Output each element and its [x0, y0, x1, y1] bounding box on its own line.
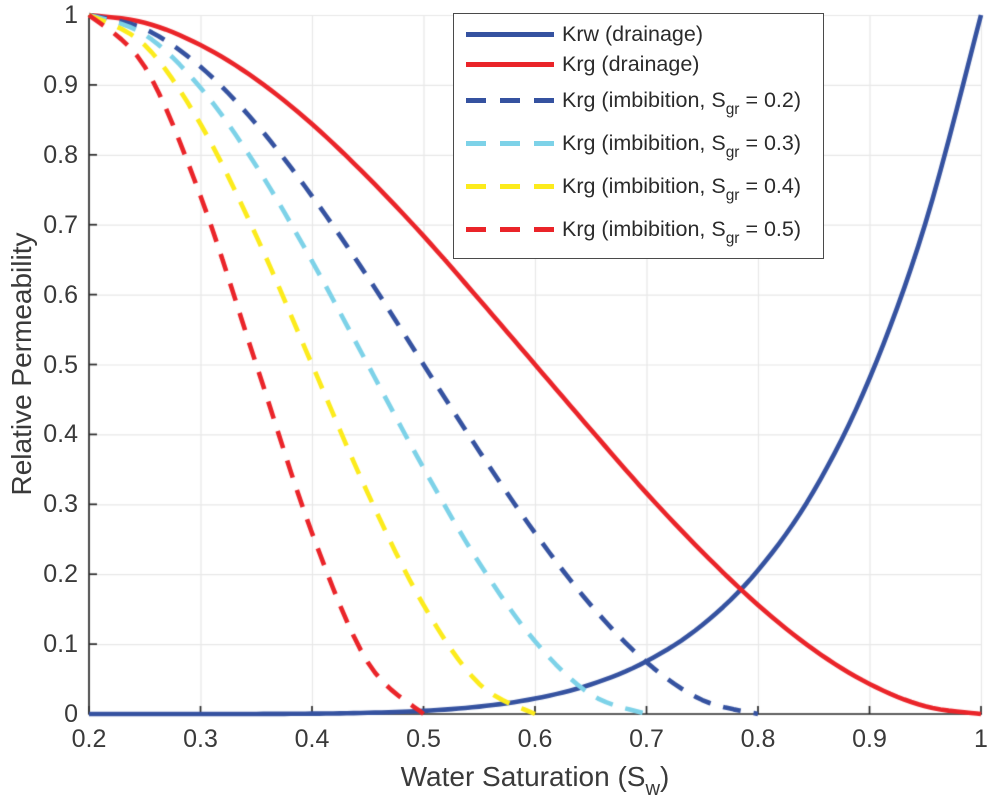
legend-entry: Krg (drainage): [466, 49, 823, 79]
legend-swatch-krg-imbibition-04: [466, 184, 554, 189]
legend-swatch-krg-imbibition-05: [466, 227, 554, 232]
y-tick-label: 0.2: [43, 560, 78, 589]
y-tick-label: 1: [64, 1, 78, 29]
y-tick-label: 0.6: [43, 280, 78, 309]
legend-swatch-krg-imbibition-03: [466, 141, 554, 146]
legend-label-krg-imbibition-03: Krg (imbibition, S: [562, 131, 726, 155]
x-tick-label: 0.3: [183, 725, 218, 753]
x-tick-label: 0.6: [517, 725, 553, 753]
legend-label-krg-imbibition-02: Krg (imbibition, S: [562, 88, 726, 112]
legend-entry: Krg (imbibition, Sgr = 0.3): [466, 122, 823, 165]
y-tick-label: 0.3: [43, 490, 78, 519]
y-axis-label: Relative Permeability: [6, 232, 37, 496]
x-tick-label: 0.8: [740, 725, 776, 753]
legend-swatch-krg-drainage: [466, 61, 554, 67]
legend-swatch-krw-drainage: [466, 31, 554, 37]
y-tick-label: 0.4: [43, 420, 78, 449]
x-tick-label: 1: [974, 725, 988, 753]
x-tick-label: 0.4: [294, 725, 330, 753]
x-axis-label-subscript: w: [645, 778, 661, 801]
legend-label-krw-drainage: Krw (drainage): [562, 21, 703, 46]
legend-entry: Krg (imbibition, Sgr = 0.5): [466, 208, 823, 251]
y-tick-label: 0: [64, 700, 78, 728]
y-tick-label: 0.8: [43, 140, 78, 169]
legend-swatch-krg-imbibition-02: [466, 98, 554, 103]
legend-label-krg-imbibition-05: Krg (imbibition, S: [562, 217, 726, 241]
legend-entry: Krg (imbibition, Sgr = 0.4): [466, 165, 823, 208]
y-tick-label: 0.9: [43, 70, 78, 99]
y-tick-label: 0.7: [43, 210, 78, 239]
legend-entry: Krg (imbibition, Sgr = 0.2): [466, 79, 823, 122]
x-tick-label: 0.2: [71, 725, 107, 753]
x-tick-label: 0.5: [406, 725, 441, 753]
legend-entry: Krw (drainage): [466, 19, 823, 49]
x-axis-label: Water Saturation (Sw): [89, 760, 981, 801]
y-tick-label: 0.1: [43, 630, 78, 659]
x-tick-label: 0.9: [852, 725, 887, 753]
legend: Krw (drainage) Krg (drainage) Krg (imbib…: [453, 13, 824, 259]
legend-label-krg-imbibition-04: Krg (imbibition, S: [562, 174, 726, 198]
legend-label-krg-drainage: Krg (drainage): [562, 51, 700, 76]
x-axis-label-close: ): [660, 761, 670, 792]
y-tick-label: 0.5: [43, 350, 78, 379]
x-axis-label-text: Water Saturation (S: [400, 761, 646, 792]
x-tick-label: 0.7: [629, 725, 664, 753]
